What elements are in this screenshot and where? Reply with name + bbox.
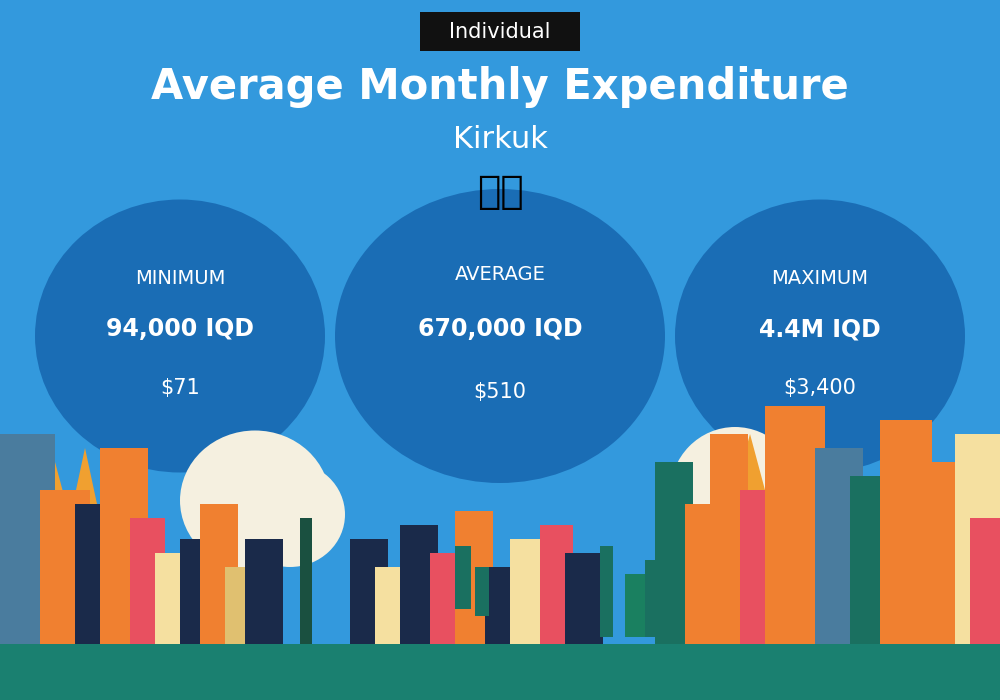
Polygon shape [735,420,815,504]
Bar [565,553,603,644]
Bar [645,560,658,637]
Text: $510: $510 [474,382,526,402]
Bar [955,434,1000,644]
Text: 4.4M IQD: 4.4M IQD [759,317,881,341]
Bar [510,539,548,644]
Bar [625,574,653,637]
Bar [200,504,238,644]
Bar [245,539,283,644]
Bar [75,504,113,644]
Ellipse shape [335,189,665,483]
Bar [0,644,1000,700]
Bar [850,476,888,644]
Bar [225,567,257,644]
Text: Individual: Individual [449,22,551,41]
Bar [155,553,193,644]
Text: $71: $71 [160,378,200,398]
Text: $3,400: $3,400 [784,378,856,398]
Bar [880,420,932,644]
Polygon shape [40,448,120,525]
Bar [350,539,388,644]
FancyBboxPatch shape [420,12,580,51]
Text: Kirkuk: Kirkuk [453,125,547,155]
Ellipse shape [235,462,345,567]
Ellipse shape [35,199,325,472]
Bar [655,462,693,644]
Bar [970,518,1000,644]
Bar [375,567,407,644]
Ellipse shape [180,430,330,570]
Bar [180,539,210,644]
Text: 🇮🇶: 🇮🇶 [477,174,523,211]
Text: Average Monthly Expenditure: Average Monthly Expenditure [151,66,849,108]
Bar [455,511,493,644]
Bar [485,567,518,644]
Bar [740,490,773,644]
Bar [685,504,718,644]
Bar [925,462,963,644]
Text: 670,000 IQD: 670,000 IQD [418,316,582,341]
Bar [40,490,90,644]
Bar [815,448,863,644]
Bar [455,546,471,609]
Bar [400,525,438,644]
Bar [430,553,463,644]
Bar [100,448,148,644]
Ellipse shape [725,455,825,560]
Text: 94,000 IQD: 94,000 IQD [106,317,254,341]
Ellipse shape [675,199,965,472]
Text: MAXIMUM: MAXIMUM [772,270,868,288]
Bar [0,434,55,644]
Ellipse shape [670,427,800,560]
Bar [540,525,573,644]
Bar [710,434,748,644]
Bar [765,406,825,644]
Bar [300,518,312,644]
Bar [130,518,165,644]
Text: AVERAGE: AVERAGE [455,265,545,284]
Text: MINIMUM: MINIMUM [135,270,225,288]
Bar [475,567,489,616]
Bar [600,546,613,637]
